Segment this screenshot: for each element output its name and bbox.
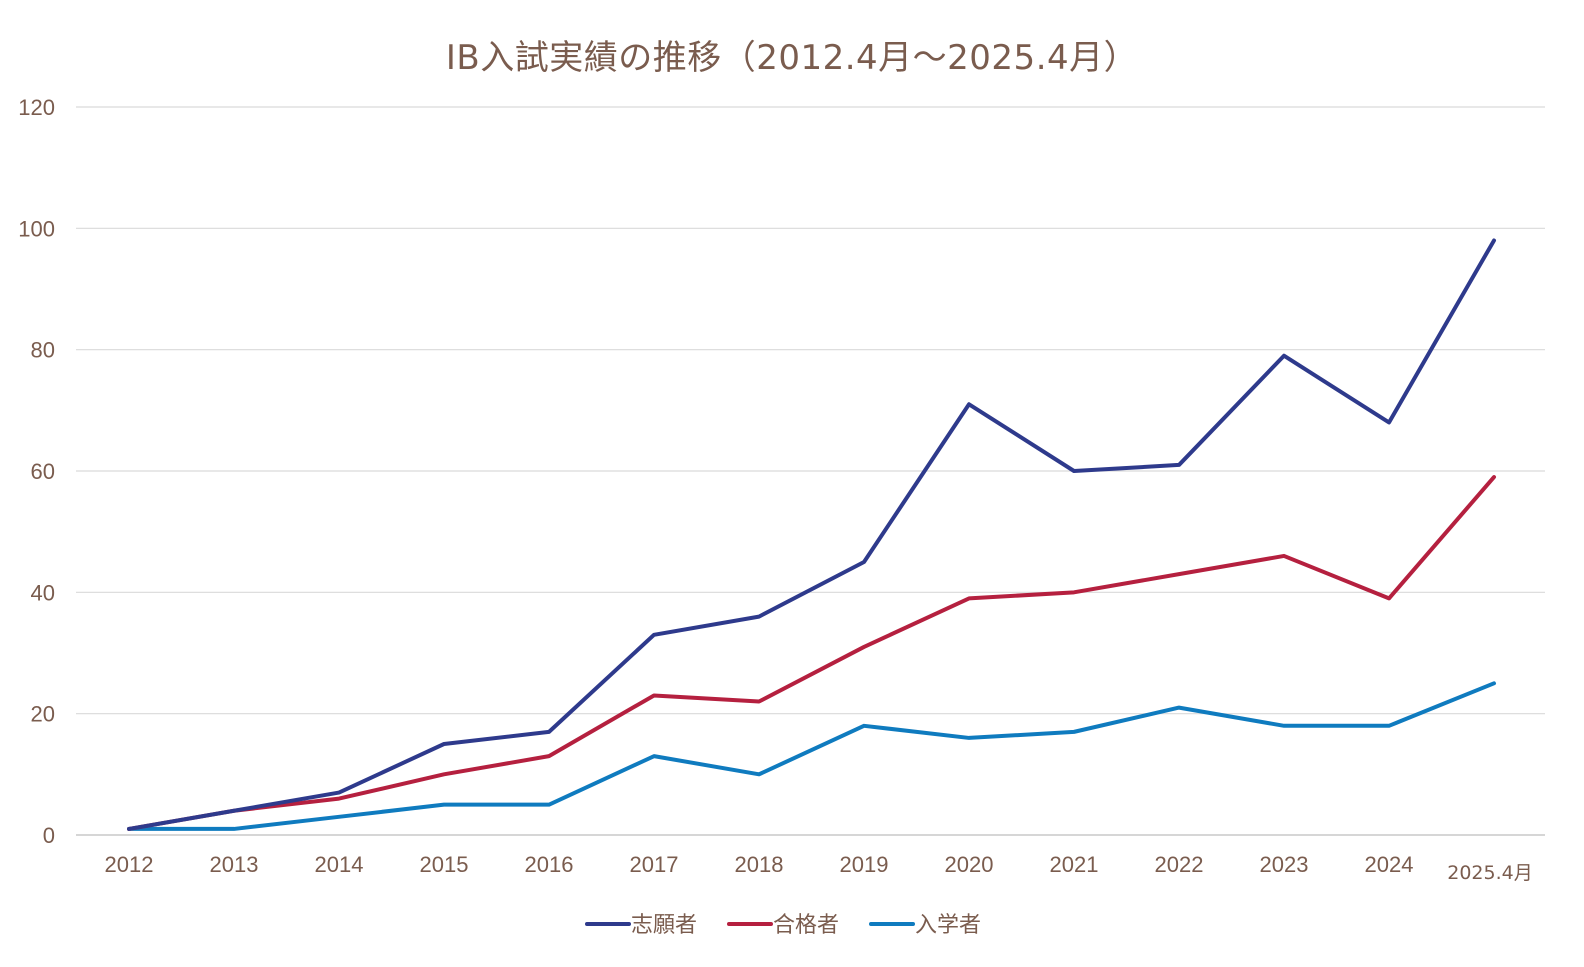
- y-tick-label: 40: [31, 580, 55, 605]
- legend: 志願者 合格者 入学者: [585, 913, 981, 938]
- legend-item: 入学者: [869, 913, 981, 938]
- y-axis: 0 20 40 60 80 100 120: [18, 95, 55, 848]
- x-tick-label: 2015: [420, 852, 469, 877]
- legend-label: 合格者: [773, 913, 839, 938]
- x-axis: 2012 2013 2014 2015 2016 2017 2018 2019 2020 2021…: [105, 852, 1533, 884]
- x-tick-label: 2019: [840, 852, 889, 877]
- x-tick-label: 2014: [315, 852, 364, 877]
- x-tick-label: 2022: [1155, 852, 1204, 877]
- y-tick-label: 80: [31, 338, 55, 363]
- y-tick-label: 0: [43, 823, 55, 848]
- legend-label: 志願者: [631, 913, 697, 938]
- x-tick-label: 2012: [105, 852, 154, 877]
- legend-item: 志願者: [585, 913, 697, 938]
- x-tick-label: 2024: [1365, 852, 1414, 877]
- x-tick-label: 2016: [525, 852, 574, 877]
- x-tick-label: 2018: [735, 852, 784, 877]
- y-tick-label: 20: [31, 702, 55, 727]
- x-tick-label: 2021: [1050, 852, 1099, 877]
- chart-title: IB入試実績の推移（2012.4月～2025.4月）: [445, 38, 1139, 78]
- x-tick-label: 2017: [630, 852, 679, 877]
- x-tick-label: 2023: [1260, 852, 1309, 877]
- legend-label: 入学者: [915, 913, 981, 938]
- legend-item: 合格者: [727, 913, 839, 938]
- grid-lines: [76, 106, 1545, 836]
- x-tick-label: 2025.4月: [1447, 862, 1532, 884]
- x-tick-label: 2020: [945, 852, 994, 877]
- y-tick-label: 100: [18, 216, 55, 241]
- series-line-3: [127, 681, 1496, 831]
- series-lines: [127, 238, 1496, 831]
- series-line-1: [127, 238, 1496, 831]
- series-line-2: [127, 475, 1496, 831]
- y-tick-label: 120: [18, 95, 55, 120]
- x-tick-label: 2013: [210, 852, 259, 877]
- y-tick-label: 60: [31, 459, 55, 484]
